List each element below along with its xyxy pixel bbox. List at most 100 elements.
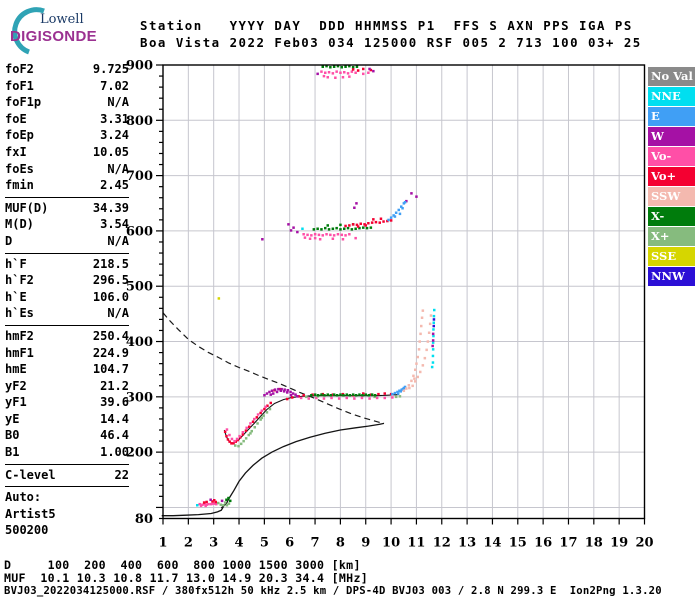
header-field-values: Boa Vista 2022 Feb03 034 125000 RSF 005 …: [140, 35, 642, 50]
panel-separator: [5, 463, 129, 465]
param-row-fof2: foF2 9.725: [5, 61, 129, 78]
legend-item-e: E: [648, 107, 695, 126]
param-label: yF2: [5, 378, 27, 393]
param-label: h`F: [5, 256, 27, 271]
svg-text:14: 14: [483, 536, 501, 551]
svg-text:800: 800: [126, 114, 153, 129]
param-label: h`Es: [5, 306, 34, 321]
param-row-yf1: yF1 39.6: [5, 394, 129, 411]
param-label: h`E: [5, 289, 27, 304]
panel-separator: [5, 324, 129, 326]
param-label: foEs: [5, 161, 34, 176]
param-row-h-e: h`E 106.0: [5, 289, 129, 306]
svg-text:600: 600: [126, 224, 153, 239]
param-row-h-es: h`Es N/A: [5, 305, 129, 322]
svg-text:18: 18: [585, 536, 603, 551]
svg-text:3: 3: [209, 536, 218, 551]
legend-item-sse: SSE: [648, 247, 695, 266]
param-row-hmf2: hmF2 250.4: [5, 328, 129, 345]
param-label: foF1: [5, 78, 34, 93]
svg-text:19: 19: [610, 536, 628, 551]
autoscaling-info-line: 500200: [5, 523, 49, 538]
param-label: D: [5, 233, 13, 248]
param-row-ye: yE 14.4: [5, 411, 129, 428]
param-value: 2.45: [100, 178, 129, 193]
true-height-profile: [161, 422, 385, 517]
param-row-h-f2: h`F2 296.5: [5, 272, 129, 289]
param-value: 3.54: [100, 217, 129, 232]
svg-text:700: 700: [126, 169, 153, 184]
svg-text:900: 900: [126, 59, 153, 74]
echo-e-trace-x-minus: [225, 496, 232, 503]
echo-e-trace-nne: [196, 504, 199, 507]
svg-text:13: 13: [458, 536, 476, 551]
param-value: 9.725: [92, 62, 129, 76]
svg-text:10: 10: [382, 536, 400, 551]
param-row-foes: foEs N/A: [5, 161, 129, 178]
param-label: foE: [5, 111, 27, 126]
param-value: 21.2: [100, 378, 129, 393]
svg-text:4: 4: [235, 536, 244, 551]
echo-top-cluster-w: [316, 67, 375, 76]
header-field-names: Station YYYY DAY DDD HHMMSS P1 FFS S AXN…: [140, 18, 633, 33]
param-row-muf-d-: MUF(D) 34.39: [5, 200, 129, 217]
plot-grid: [162, 64, 645, 519]
svg-text:6: 6: [285, 536, 294, 551]
param-value: 14.4: [100, 411, 129, 426]
svg-text:8: 8: [336, 536, 345, 551]
echo-f-trace-w-dots: [431, 332, 435, 348]
svg-text:500: 500: [126, 280, 153, 295]
param-label: hmF1: [5, 345, 34, 360]
svg-text:20: 20: [635, 536, 653, 551]
scaled-parameters-panel: foF2 9.725 foF1 7.02 foF1p N/A foE 3.31 foEp 3.24…: [5, 61, 129, 539]
echo-e-trace-x-plus: [217, 501, 231, 507]
svg-text:15: 15: [509, 536, 527, 551]
param-value: 22: [114, 467, 129, 482]
autoscaling-info-line: Auto:: [5, 490, 42, 505]
param-label: foF1p: [5, 95, 42, 110]
lowell-digisonde-logo: Lowell DIGISONDE: [10, 7, 97, 55]
svg-text:9: 9: [361, 536, 370, 551]
param-row-h-f: h`F 218.5: [5, 256, 129, 273]
param-label: hmF2: [5, 328, 34, 343]
autoscaling-info-line: Artist5: [5, 506, 56, 521]
echo-sse-stray-dot: [217, 297, 221, 300]
svg-text:5: 5: [260, 536, 269, 551]
x-axis-labels: 1 2 3 4 5 6 7 8 9 10 11 12 13 14 15 16 17 18 19 20: [158, 536, 653, 551]
param-row-fof1p: foF1p N/A: [5, 94, 129, 111]
status-line: BVJ03_2022034125000.RSF / 380fx512h 50 k…: [4, 585, 662, 597]
fitted-f-trace: [223, 394, 399, 444]
param-value: N/A: [107, 161, 129, 176]
panel-separator: [5, 196, 129, 198]
svg-text:200: 200: [126, 446, 153, 461]
param-row-d: D N/A: [5, 233, 129, 250]
legend-item-w: W: [648, 127, 695, 146]
echo-second-hop-x-minus: [312, 223, 373, 231]
param-label: hmE: [5, 362, 27, 377]
param-label: foF2: [5, 62, 34, 76]
legend-item-ssw: SSW: [648, 187, 695, 206]
param-value: 10.05: [92, 144, 129, 159]
param-value: 250.4: [92, 328, 129, 343]
legend-item-nne: NNE: [648, 87, 695, 106]
svg-text:2: 2: [184, 536, 193, 551]
svg-text:12: 12: [433, 536, 451, 551]
panel-separator: [5, 486, 129, 488]
param-label: h`F2: [5, 273, 34, 288]
logo-arc-icon: [12, 7, 45, 55]
param-label: foEp: [5, 128, 34, 143]
echo-f-trace-x-minus: [310, 393, 377, 397]
param-value: N/A: [107, 233, 129, 248]
echo-f-trace-ssw-branches: [402, 309, 433, 392]
param-value: 3.31: [100, 111, 129, 126]
svg-text:400: 400: [126, 335, 153, 350]
svg-text:1: 1: [158, 536, 167, 551]
legend-item-nnw: NNW: [648, 267, 695, 286]
param-value: 39.6: [100, 395, 129, 410]
echo-top-cluster-vo-plus: [351, 67, 373, 72]
echo-f-trace-w-blob: [263, 387, 299, 398]
echo-second-hop-vo-plus: [344, 217, 393, 228]
param-row-hme: hmE 104.7: [5, 361, 129, 378]
